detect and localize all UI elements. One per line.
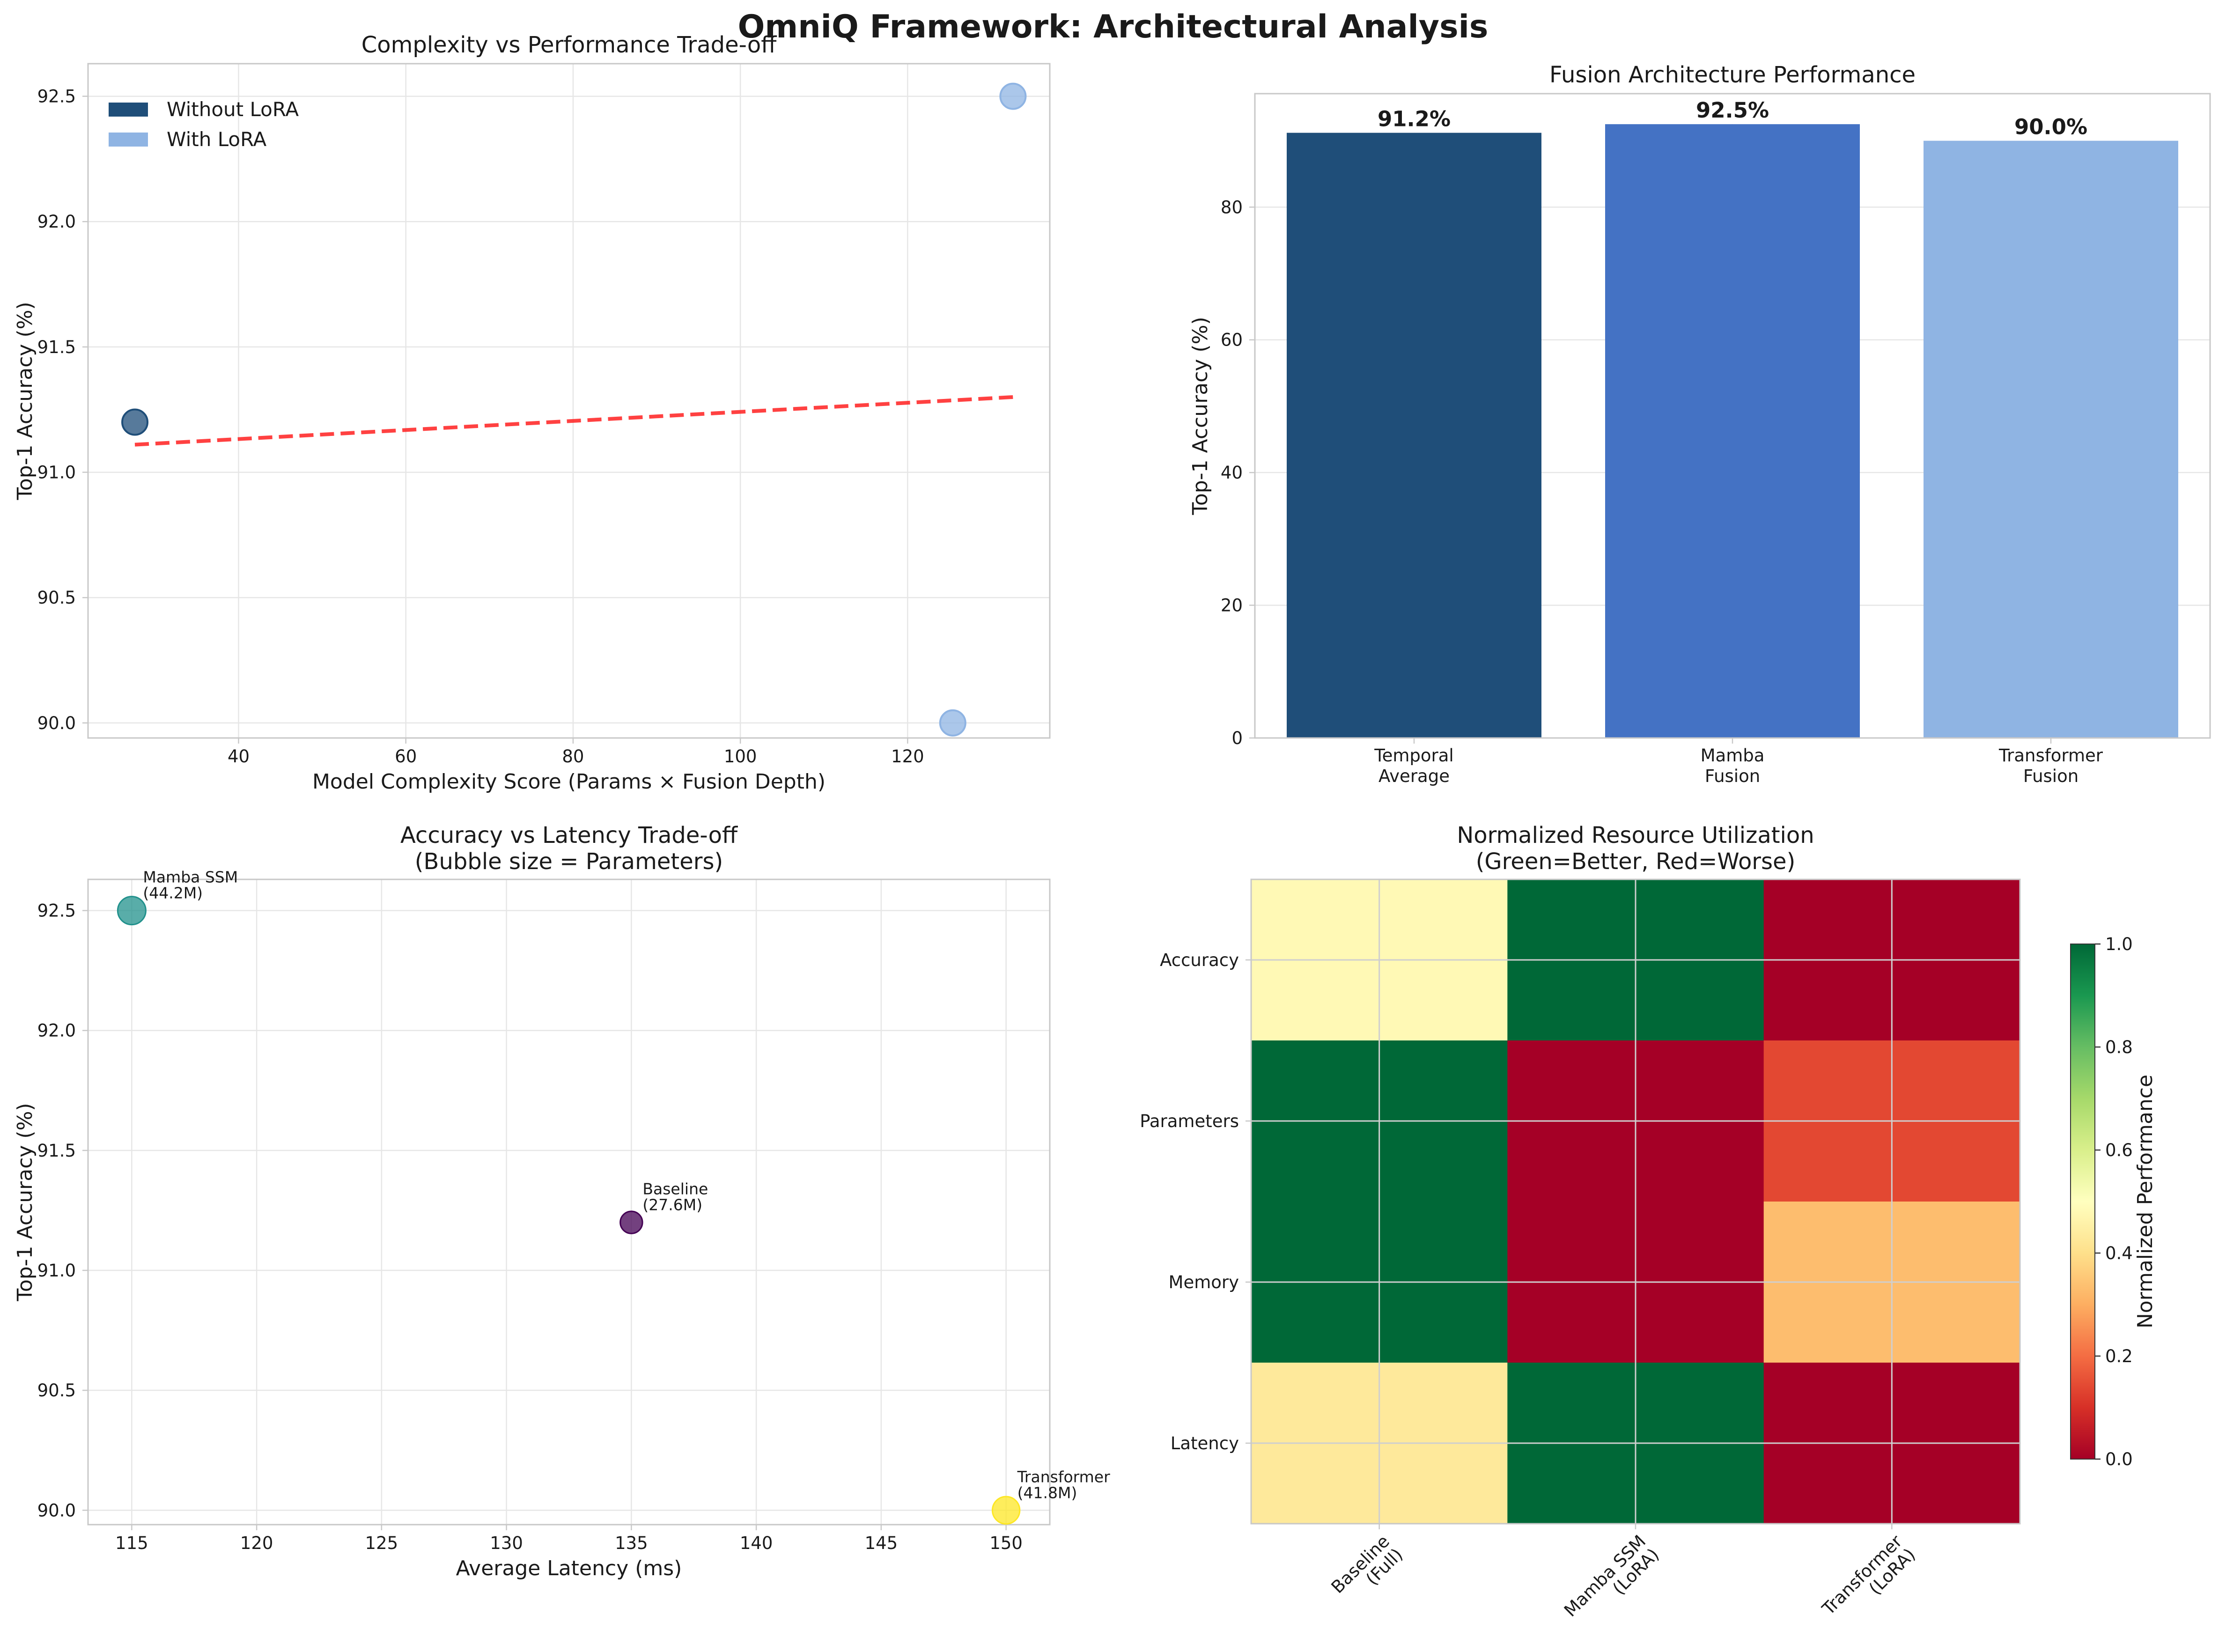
x-axis-label: Average Latency (ms) <box>456 1556 682 1580</box>
x-tick-label: 135 <box>615 1533 648 1553</box>
y-tick-label: 92.0 <box>37 212 76 232</box>
y-axis-label: Top-1 Accuracy (%) <box>13 302 37 500</box>
bar-value-label: 91.2% <box>1378 107 1451 132</box>
x-tick-label: Baseline(Full) <box>1327 1531 1407 1611</box>
bubble-annotation: Mamba SSM (44.2M) <box>143 868 238 902</box>
bubble-annotation: Transformer (41.8M) <box>1017 1468 1110 1502</box>
y-axis-label: Top-1 Accuracy (%) <box>1188 317 1212 515</box>
panel-title: Fusion Architecture Performance <box>1549 62 1916 88</box>
x-tick-label: 145 <box>865 1533 898 1553</box>
x-tick-label: 125 <box>365 1533 398 1553</box>
colorbar-frame <box>2070 944 2095 1460</box>
x-tick-label: 120 <box>891 746 924 767</box>
x-tick-label: Mamba Fusion <box>1701 745 1765 786</box>
x-tick-label: 60 <box>395 746 417 767</box>
bar <box>1605 124 1860 738</box>
legend-swatch <box>109 133 148 147</box>
panel-title: Complexity vs Performance Trade-off <box>361 32 777 58</box>
x-tick-label: 120 <box>240 1533 273 1553</box>
y-tick-label: 91.5 <box>37 1141 76 1161</box>
figure-title: OmniQ Framework: Architectural Analysis <box>738 8 1489 45</box>
bar-value-label: 90.0% <box>2014 115 2087 140</box>
y-tick-label: 92.5 <box>37 901 76 921</box>
y-tick-label: 91.5 <box>37 337 76 357</box>
x-tick-label: 150 <box>989 1533 1023 1553</box>
colorbar <box>2071 944 2095 1459</box>
resource-panel: Baseline(Full) Mamba SSM(LoRA) Transformer… <box>1140 822 2157 1634</box>
y-tick-label: 40 <box>1221 463 1243 483</box>
y-tick-label: 80 <box>1221 197 1243 217</box>
bar <box>1924 140 2178 738</box>
y-axis-label: Top-1 Accuracy (%) <box>13 1103 37 1301</box>
colorbar-tick-label: 0.4 <box>2105 1243 2133 1263</box>
x-tick-label: 130 <box>490 1533 523 1553</box>
bar <box>1287 133 1541 738</box>
x-tick-label: 115 <box>115 1533 148 1553</box>
x-tick-label: 100 <box>724 746 757 767</box>
bubble-annotation: Baseline (27.6M) <box>642 1180 708 1214</box>
plot-frame <box>1250 878 2021 1525</box>
complexity-panel: 40 60 80 100 120 90.0 90.5 91.0 91.5 92.0 92.5 With… <box>13 32 1051 794</box>
x-tick-label: Transformer(LoRA) <box>1818 1531 1920 1632</box>
plot-frame <box>1254 93 2211 739</box>
x-tick-label: Mamba SSM(LoRA) <box>1560 1531 1663 1634</box>
scatter-point <box>999 82 1027 110</box>
latency-panel: 115 120 125 130 135 140 145 150 90.0 90.5 91.0 91.5… <box>13 822 1110 1580</box>
scatter-point <box>939 709 966 737</box>
colorbar-tick-label: 1.0 <box>2105 934 2133 954</box>
y-tick-label: 90.5 <box>37 1380 76 1401</box>
legend-swatch <box>109 103 148 117</box>
colorbar-label: Normalized Performance <box>2133 1075 2157 1328</box>
y-tick-label: Latency <box>1171 1433 1239 1453</box>
y-tick-label: 92.5 <box>37 87 76 107</box>
plot-frame <box>87 878 1051 1526</box>
y-tick-label: Parameters <box>1140 1111 1239 1131</box>
scatter-point <box>121 408 149 436</box>
x-tick-label: 140 <box>740 1533 773 1553</box>
bubble-point <box>117 896 147 926</box>
x-tick-label: Temporal Average <box>1374 745 1453 786</box>
fusion-panel: 0 20 40 60 80 91.2% Temporal Average 92.5% Mamba F… <box>1188 62 2211 786</box>
legend-label: With LoRA <box>167 128 267 151</box>
y-tick-label: Memory <box>1169 1272 1239 1292</box>
panel-title: Normalized Resource Utilization (Green=Be… <box>1457 822 1814 875</box>
colorbar-tick-label: 0.2 <box>2105 1346 2133 1366</box>
y-tick-label: 91.0 <box>37 1261 76 1281</box>
bubble-point <box>619 1210 643 1234</box>
plot-frame <box>87 63 1051 739</box>
colorbar-tick-label: 0.0 <box>2105 1449 2133 1469</box>
y-tick-label: 90.0 <box>37 713 76 733</box>
colorbar-tick-label: 0.8 <box>2105 1037 2133 1057</box>
y-tick-label: 0 <box>1231 728 1243 748</box>
trend-line <box>134 395 1013 447</box>
x-tick-label: Transformer Fusion <box>1998 745 2103 786</box>
bar-value-label: 92.5% <box>1696 98 1769 123</box>
bubble-point <box>991 1496 1021 1525</box>
y-tick-label: Accuracy <box>1160 950 1239 970</box>
panel-title: Accuracy vs Latency Trade-off (Bubble siz… <box>400 822 738 875</box>
legend-label: Without LoRA <box>167 98 299 121</box>
y-tick-label: 90.0 <box>37 1500 76 1520</box>
y-tick-label: 91.0 <box>37 463 76 483</box>
x-axis-label: Model Complexity Score (Params × Fusion … <box>312 770 826 794</box>
x-tick-label: 80 <box>562 746 584 767</box>
y-tick-label: 92.0 <box>37 1021 76 1041</box>
y-tick-label: 90.5 <box>37 588 76 608</box>
x-tick-label: 40 <box>228 746 250 767</box>
y-tick-label: 20 <box>1221 596 1243 616</box>
colorbar-tick-label: 0.6 <box>2105 1140 2133 1160</box>
y-tick-label: 60 <box>1221 330 1243 350</box>
